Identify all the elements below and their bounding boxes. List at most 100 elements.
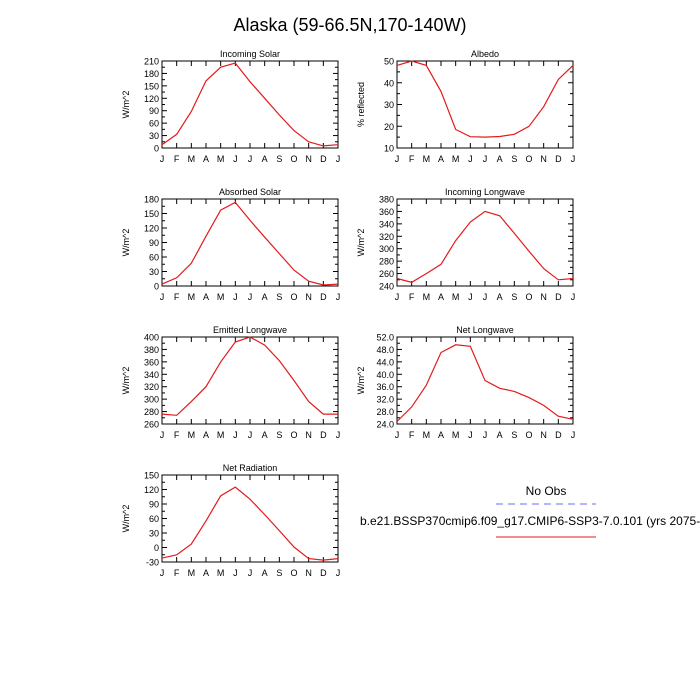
legend: No Obs b.e21.BSSP370cmip6.f09_g17.CMIP6-… (360, 484, 700, 538)
absorbed-solar-xtick-label: D (320, 292, 327, 302)
albedo-ytick-label: 40 (384, 78, 394, 88)
net-radiation-frame (161, 474, 339, 563)
incoming-solar-xtick-label: M (217, 154, 225, 164)
emitted-longwave-title: Emitted Longwave (213, 325, 287, 335)
net-longwave-series-line (396, 344, 574, 422)
albedo-xtick-label: M (423, 154, 431, 164)
incoming-longwave-xtick-label: S (511, 292, 517, 302)
emitted-longwave-xtick-label: M (217, 430, 225, 440)
incoming-longwave-xtick-label: O (525, 292, 532, 302)
net-radiation-xtick-label: M (188, 568, 196, 578)
net-longwave-ytick-label: 40.0 (376, 370, 394, 380)
incoming-longwave-ylabel: W/m^2 (356, 229, 366, 257)
emitted-longwave-xtick-label: A (203, 430, 209, 440)
albedo-ytick-label: 30 (384, 100, 394, 110)
incoming-solar-frame (161, 60, 339, 149)
net-longwave-xtick-label: A (497, 430, 503, 440)
incoming-longwave-ytick-label: 340 (379, 219, 394, 229)
albedo-ytick-label: 10 (384, 144, 394, 154)
absorbed-solar-xtick-label: M (188, 292, 196, 302)
net-radiation-ytick-label: 0 (154, 543, 159, 553)
incoming-longwave-ytick-label: 360 (379, 207, 394, 217)
incoming-solar-xtick-label: S (276, 154, 282, 164)
net-longwave-ytick-label: 36.0 (376, 382, 394, 392)
legend-model-label: b.e21.BSSP370cmip6.f09_g17.CMIP6-SSP3-7.… (360, 514, 700, 528)
incoming-longwave-ytick-label: 320 (379, 232, 394, 242)
net-radiation-xtick-label: A (262, 568, 268, 578)
incoming-longwave-ytick-label: 380 (379, 195, 394, 205)
net-radiation-title: Net Radiation (223, 463, 278, 473)
net-longwave-panel: Net Longwave W/m^2 24.0 28.0 32.0 36.0 40.0 44.… (356, 325, 575, 440)
emitted-longwave-ytick-label: 320 (144, 382, 159, 392)
net-longwave-ytick-label: 28.0 (376, 407, 394, 417)
absorbed-solar-xtick-label: J (248, 292, 253, 302)
net-longwave-xtick-label: F (409, 430, 415, 440)
incoming-solar-title: Incoming Solar (220, 49, 280, 59)
albedo-ytick-label: 20 (384, 122, 394, 132)
albedo-xtick-label: J (483, 154, 488, 164)
emitted-longwave-frame (161, 336, 339, 425)
net-radiation-xtick-label: J (248, 568, 253, 578)
emitted-longwave-xtick-label: J (248, 430, 253, 440)
emitted-longwave-xtick-label: S (276, 430, 282, 440)
incoming-solar-xtick-label: J (248, 154, 253, 164)
net-radiation-xtick-label: D (320, 568, 327, 578)
incoming-solar-xtick-label: J (233, 154, 238, 164)
incoming-solar-xtick-label: D (320, 154, 327, 164)
albedo-xtick-label: A (438, 154, 444, 164)
absorbed-solar-frame (161, 198, 339, 287)
emitted-longwave-xtick-label: J (160, 430, 165, 440)
emitted-longwave-xtick-label: J (336, 430, 341, 440)
net-longwave-ytick-label: 48.0 (376, 345, 394, 355)
incoming-solar-ylabel: W/m^2 (121, 91, 131, 119)
net-radiation-xtick-label: J (336, 568, 341, 578)
absorbed-solar-ylabel: W/m^2 (121, 229, 131, 257)
incoming-solar-xtick-label: J (336, 154, 341, 164)
albedo-xtick-label: D (555, 154, 562, 164)
absorbed-solar-xtick-label: O (290, 292, 297, 302)
absorbed-solar-ytick-label: 180 (144, 195, 159, 205)
emitted-longwave-xtick-label: O (290, 430, 297, 440)
net-radiation-xtick-label: N (305, 568, 312, 578)
emitted-longwave-series-line (161, 336, 338, 416)
incoming-longwave-xtick-label: M (452, 292, 460, 302)
albedo-xtick-label: O (525, 154, 532, 164)
net-radiation-xtick-label: S (276, 568, 282, 578)
incoming-solar-xtick-label: J (160, 154, 165, 164)
incoming-solar-xtick-label: M (188, 154, 196, 164)
net-longwave-xtick-label: S (511, 430, 517, 440)
net-radiation-ylabel: W/m^2 (121, 505, 131, 533)
incoming-longwave-xtick-label: D (555, 292, 562, 302)
absorbed-solar-xtick-label: M (217, 292, 225, 302)
incoming-longwave-title: Incoming Longwave (445, 187, 525, 197)
emitted-longwave-ytick-label: 280 (144, 407, 159, 417)
figure-title: Alaska (59-66.5N,170-140W) (233, 15, 466, 35)
net-radiation-ytick-label: 90 (149, 500, 159, 510)
albedo-xtick-label: S (511, 154, 517, 164)
incoming-longwave-xtick-label: A (497, 292, 503, 302)
emitted-longwave-xtick-label: F (174, 430, 180, 440)
emitted-longwave-ytick-label: 300 (144, 395, 159, 405)
net-longwave-xtick-label: O (525, 430, 532, 440)
absorbed-solar-ytick-label: 120 (144, 224, 159, 234)
incoming-solar-ytick-label: 150 (144, 81, 159, 91)
absorbed-solar-xtick-label: J (336, 292, 341, 302)
net-radiation-xtick-label: O (290, 568, 297, 578)
absorbed-solar-xtick-label: F (174, 292, 180, 302)
incoming-solar-series-line (161, 62, 339, 147)
net-longwave-xtick-label: D (555, 430, 562, 440)
absorbed-solar-ytick-label: 150 (144, 209, 159, 219)
absorbed-solar-series-line (161, 201, 339, 286)
net-radiation-ytick-label: 150 (144, 471, 159, 481)
net-longwave-xtick-label: A (438, 430, 444, 440)
net-longwave-xtick-label: J (483, 430, 488, 440)
albedo-xtick-label: J (468, 154, 473, 164)
absorbed-solar-ytick-label: 30 (149, 267, 159, 277)
absorbed-solar-title: Absorbed Solar (219, 187, 281, 197)
incoming-longwave-xtick-label: J (395, 292, 400, 302)
